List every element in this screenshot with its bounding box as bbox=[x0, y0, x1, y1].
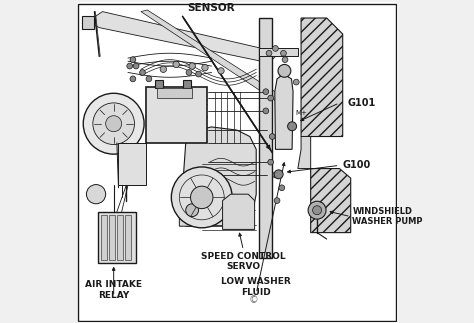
Text: WINDSHIELD
WASHER PUMP: WINDSHIELD WASHER PUMP bbox=[352, 207, 423, 226]
Circle shape bbox=[186, 69, 192, 75]
Polygon shape bbox=[182, 127, 256, 226]
Text: AIR INTAKE
RELAY: AIR INTAKE RELAY bbox=[85, 280, 142, 300]
Circle shape bbox=[173, 61, 179, 68]
Bar bbox=[182, 80, 191, 89]
Bar bbox=[118, 143, 146, 184]
Circle shape bbox=[273, 46, 278, 51]
Circle shape bbox=[274, 198, 280, 203]
Circle shape bbox=[263, 108, 269, 114]
Circle shape bbox=[186, 204, 199, 217]
Circle shape bbox=[202, 65, 208, 71]
Circle shape bbox=[86, 184, 106, 204]
Bar bbox=[146, 87, 207, 143]
Circle shape bbox=[146, 76, 152, 82]
Bar bbox=[259, 48, 298, 57]
Text: LOW WASHER
FLUID: LOW WASHER FLUID bbox=[221, 277, 291, 297]
Circle shape bbox=[268, 95, 273, 101]
Bar bbox=[82, 16, 94, 29]
Text: ©: © bbox=[248, 295, 258, 305]
Bar bbox=[259, 18, 272, 258]
Circle shape bbox=[274, 170, 283, 179]
Bar bbox=[117, 215, 123, 260]
Circle shape bbox=[269, 134, 275, 140]
Circle shape bbox=[282, 57, 288, 63]
Bar bbox=[101, 215, 107, 260]
Bar bbox=[125, 215, 131, 260]
Bar bbox=[155, 80, 164, 89]
Bar bbox=[109, 215, 115, 260]
Polygon shape bbox=[141, 10, 285, 103]
Circle shape bbox=[308, 201, 326, 219]
Circle shape bbox=[130, 57, 136, 63]
Polygon shape bbox=[93, 12, 275, 63]
Circle shape bbox=[106, 116, 122, 132]
Circle shape bbox=[218, 68, 224, 74]
Circle shape bbox=[130, 76, 136, 82]
Polygon shape bbox=[298, 137, 310, 169]
Circle shape bbox=[160, 66, 166, 72]
Circle shape bbox=[263, 89, 269, 95]
Text: G100: G100 bbox=[343, 160, 371, 170]
Circle shape bbox=[83, 93, 144, 154]
Circle shape bbox=[127, 63, 133, 69]
Circle shape bbox=[196, 71, 201, 77]
Circle shape bbox=[133, 63, 139, 69]
Text: SENSOR: SENSOR bbox=[187, 3, 235, 13]
Polygon shape bbox=[301, 18, 343, 137]
Polygon shape bbox=[275, 74, 293, 149]
Circle shape bbox=[191, 186, 213, 209]
Circle shape bbox=[266, 50, 272, 56]
Bar bbox=[98, 212, 136, 263]
Circle shape bbox=[278, 65, 291, 77]
Text: M+: M+ bbox=[295, 110, 307, 117]
Circle shape bbox=[293, 79, 299, 85]
Circle shape bbox=[312, 206, 321, 215]
Text: SPEED CONTROL
SERVO: SPEED CONTROL SERVO bbox=[201, 252, 286, 271]
Circle shape bbox=[171, 167, 232, 228]
Circle shape bbox=[140, 69, 146, 75]
Text: G101: G101 bbox=[347, 98, 376, 108]
Bar bbox=[157, 89, 192, 98]
Polygon shape bbox=[179, 194, 205, 226]
Polygon shape bbox=[223, 194, 255, 229]
Circle shape bbox=[273, 172, 278, 178]
Circle shape bbox=[93, 103, 135, 144]
Circle shape bbox=[281, 50, 286, 56]
Circle shape bbox=[279, 185, 285, 191]
Circle shape bbox=[268, 159, 273, 165]
Circle shape bbox=[189, 63, 195, 69]
Circle shape bbox=[288, 122, 297, 131]
Polygon shape bbox=[310, 169, 351, 233]
